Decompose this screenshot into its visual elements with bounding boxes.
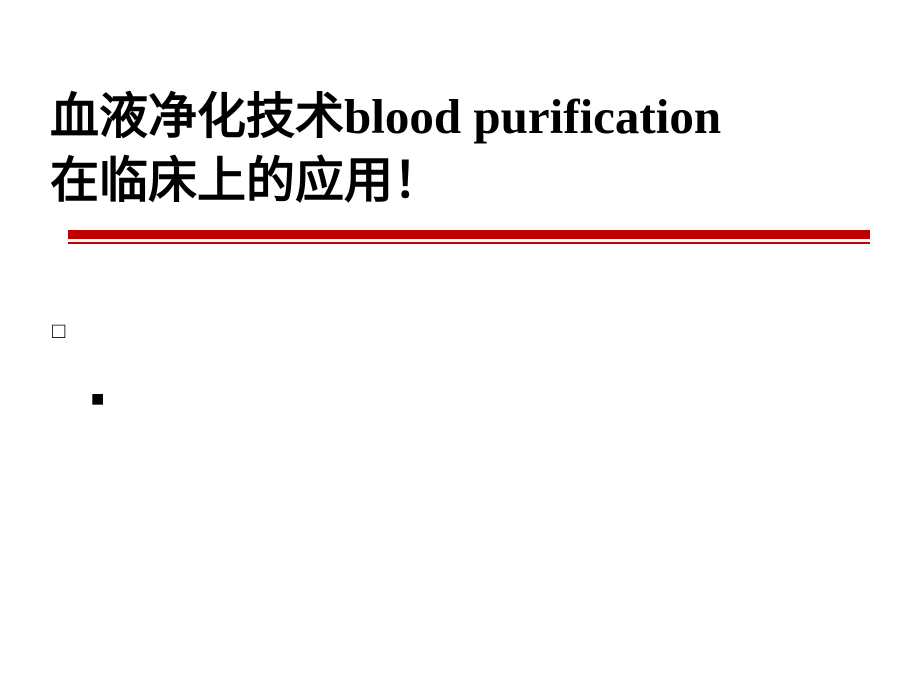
bullet-filled-icon: ■	[91, 386, 104, 412]
title-line-1: 血液净化技术blood purification	[50, 85, 870, 149]
slide-title: 血液净化技术blood purification 在临床上的应用！	[50, 85, 870, 212]
title-line-2: 在临床上的应用！	[50, 149, 870, 213]
title-underline	[68, 230, 870, 244]
bullet-outline-icon: □	[52, 318, 65, 344]
thin-rule	[68, 242, 870, 244]
slide-container: 血液净化技术blood purification 在临床上的应用！ □ ■	[0, 0, 920, 690]
title-en: blood purification	[344, 89, 721, 144]
title-cn: 血液净化技术	[50, 89, 344, 144]
thick-rule	[68, 230, 870, 239]
